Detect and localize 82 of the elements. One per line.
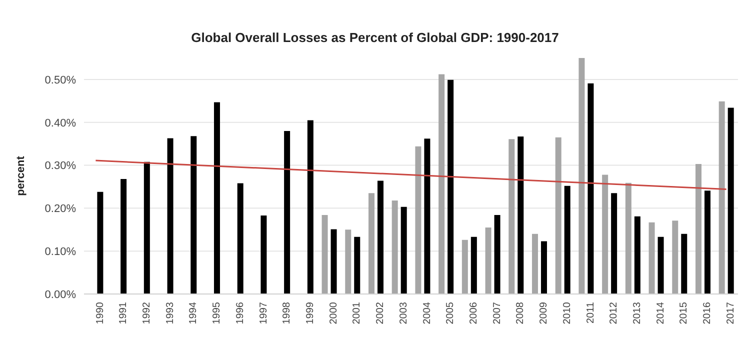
bar: [728, 108, 734, 294]
x-tick-label: 1995: [212, 302, 223, 324]
x-tick-label: 2015: [678, 302, 690, 324]
x-tick-label: 1994: [188, 302, 200, 324]
bar: [518, 136, 524, 294]
x-tick-label: 2003: [398, 302, 410, 324]
chart-title: Global Overall Losses as Percent of Global GDP: 1990-2017: [190, 29, 560, 47]
bar: [190, 136, 197, 294]
bar: [470, 236, 477, 294]
x-tick-label: 2008: [515, 302, 526, 324]
x-tick-label: 1998: [282, 302, 293, 324]
bar: [284, 130, 290, 294]
x-tick-label: 2001: [352, 302, 363, 324]
bar: [345, 230, 352, 294]
bar: [167, 138, 174, 294]
x-tick-label: 1992: [141, 302, 152, 324]
bar: [462, 240, 468, 294]
bar: [564, 186, 570, 294]
y-tick-label: 0.50%: [44, 74, 76, 86]
bar: [508, 139, 515, 294]
bar: [260, 215, 267, 294]
x-tick-label: 2007: [492, 302, 503, 324]
bar: [634, 216, 640, 294]
x-tick-label: 2013: [632, 302, 643, 324]
x-tick-label: 2010: [562, 302, 573, 324]
x-tick-label: 2014: [655, 302, 666, 324]
bar: [718, 101, 725, 294]
x-tick-label: 1999: [304, 302, 316, 324]
bar: [97, 192, 104, 294]
y-tick-label: 0.30%: [44, 160, 76, 172]
bar: [214, 102, 220, 294]
x-tick-label: 2000: [328, 302, 340, 324]
x-tick-label: 2012: [608, 302, 620, 324]
bar: [672, 220, 678, 294]
bar: [485, 227, 492, 294]
bar: [237, 183, 244, 294]
y-axis-title: percent: [14, 156, 27, 196]
bar: [555, 137, 562, 294]
bar: [307, 120, 314, 294]
x-tick-label: 1996: [234, 302, 246, 324]
bar: [611, 193, 618, 294]
bar: [681, 234, 688, 294]
x-tick-label: 2005: [445, 302, 456, 324]
x-tick-label: 2002: [375, 302, 386, 324]
bar: [144, 162, 150, 294]
bar: [392, 200, 398, 294]
bar: [658, 236, 664, 294]
bar: [354, 236, 360, 294]
bar: [120, 179, 127, 294]
bar: [588, 83, 594, 294]
x-tick-label: 2016: [702, 302, 714, 324]
x-tick-label: 1997: [258, 302, 270, 324]
x-tick-label: 1991: [118, 302, 130, 324]
bar: [695, 164, 702, 294]
x-tick-label: 1990: [94, 302, 106, 324]
x-tick-label: 2009: [538, 302, 550, 324]
x-tick-label: 2011: [585, 302, 596, 324]
bar: [424, 138, 430, 294]
bar: [400, 206, 407, 294]
bar: [494, 215, 500, 294]
y-tick-label: 0.40%: [44, 117, 76, 130]
bar: [704, 190, 710, 294]
bar: [602, 174, 608, 294]
y-tick-label: 0.00%: [44, 288, 76, 301]
bar: [540, 241, 547, 294]
bar: [415, 146, 422, 294]
bar: [532, 234, 538, 294]
bar: [448, 80, 454, 294]
bar: [322, 215, 328, 294]
bar: [625, 182, 632, 294]
bar: [368, 193, 374, 294]
bar: [578, 58, 585, 294]
y-tick-label: 0.10%: [44, 246, 76, 258]
x-tick-label: 2006: [468, 302, 480, 324]
x-tick-label: 1993: [164, 302, 176, 324]
bar: [648, 222, 655, 294]
bar: [377, 180, 384, 294]
y-tick-label: 0.20%: [44, 203, 76, 216]
x-tick-label: 2017: [725, 302, 736, 324]
x-tick-label: 2004: [422, 302, 433, 324]
bar: [438, 74, 445, 294]
bar: [330, 229, 337, 294]
